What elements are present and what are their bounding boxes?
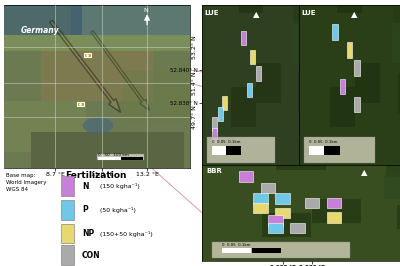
Text: Base map:
World Imagery
WGS 84: Base map: World Imagery WGS 84 [6,173,46,192]
Bar [222,248,252,253]
Bar [61,245,74,265]
Bar [305,198,319,209]
Bar [290,223,305,233]
Text: P: P [82,205,88,214]
FancyArrow shape [91,31,150,110]
Bar [41,51,153,101]
Bar [61,176,74,196]
Bar [98,157,120,160]
Bar [256,63,281,103]
Bar [239,0,263,13]
Text: ▲: ▲ [361,168,368,177]
Bar [212,117,217,131]
Bar [253,193,268,204]
Text: 49.7° N: 49.7° N [192,106,198,130]
Bar [304,137,375,163]
Bar [354,97,360,113]
Text: Germany: Germany [20,26,59,35]
Text: CON: CON [82,251,100,260]
Bar [98,157,120,160]
Text: (150 kgha⁻¹): (150 kgha⁻¹) [100,183,140,189]
Bar [61,224,74,243]
Text: BBR: BBR [206,168,222,174]
Bar [207,137,276,163]
Bar [275,207,290,218]
Text: 51.4° N: 51.4° N [192,72,198,95]
Bar [72,5,190,35]
Bar [392,23,400,63]
Bar [298,73,323,114]
Bar [268,215,283,226]
Text: ▲: ▲ [351,10,358,19]
Bar [250,50,255,64]
Bar [309,147,324,155]
Bar [232,87,256,127]
Text: 0   50   100 km: 0 50 100 km [98,153,129,157]
Text: 0  0.05  0.1km: 0 0.05 0.1km [309,140,338,144]
Bar [275,193,290,204]
Ellipse shape [83,118,113,134]
Bar [30,131,184,168]
Bar [212,128,217,142]
Bar [4,101,86,152]
Text: Fertilization: Fertilization [65,171,126,180]
Text: ▲: ▲ [253,10,259,19]
Text: 0  0.05  0.1km: 0 0.05 0.1km [222,243,250,247]
FancyArrow shape [50,20,121,112]
Bar [4,5,190,51]
Text: 53.2° N: 53.2° N [192,36,198,59]
Text: LUE: LUE [301,10,316,16]
Bar [226,147,241,155]
Bar [312,199,361,223]
Text: LUE: LUE [204,10,218,16]
Bar [239,171,253,182]
Bar [120,157,143,160]
Bar [397,205,400,229]
Bar [293,0,317,26]
Bar [76,102,84,106]
Bar [222,95,227,110]
Bar [276,146,326,170]
Bar [327,212,341,223]
Bar [4,5,82,35]
Text: (50 kgha⁻¹): (50 kgha⁻¹) [100,207,136,213]
Bar [240,31,246,45]
Bar [332,24,338,40]
Bar [384,175,400,199]
Bar [324,147,340,155]
Bar [347,43,352,58]
Bar [252,248,281,253]
Text: N: N [144,8,148,13]
Bar [268,223,283,233]
Bar [292,23,316,63]
Bar [398,73,400,114]
Bar [97,154,144,160]
Bar [386,153,400,177]
Bar [84,53,91,57]
Bar [355,63,380,103]
Bar [218,107,224,121]
Bar [330,87,355,127]
Text: N: N [82,182,88,191]
Bar [212,243,350,258]
Bar [120,157,143,160]
Bar [262,213,311,237]
Bar [253,203,268,213]
Text: NP: NP [82,229,94,238]
Text: 0  0.05  0.1km: 0 0.05 0.1km [212,140,240,144]
Text: (150+50 kgha⁻¹): (150+50 kgha⁻¹) [100,231,153,236]
Bar [247,82,252,97]
Bar [122,72,190,122]
Bar [354,60,360,76]
Bar [337,0,362,13]
Bar [212,147,226,155]
Bar [261,183,275,193]
Bar [61,200,74,220]
Bar [393,0,400,26]
Bar [327,198,341,209]
Bar [256,66,262,81]
Bar [340,78,345,94]
